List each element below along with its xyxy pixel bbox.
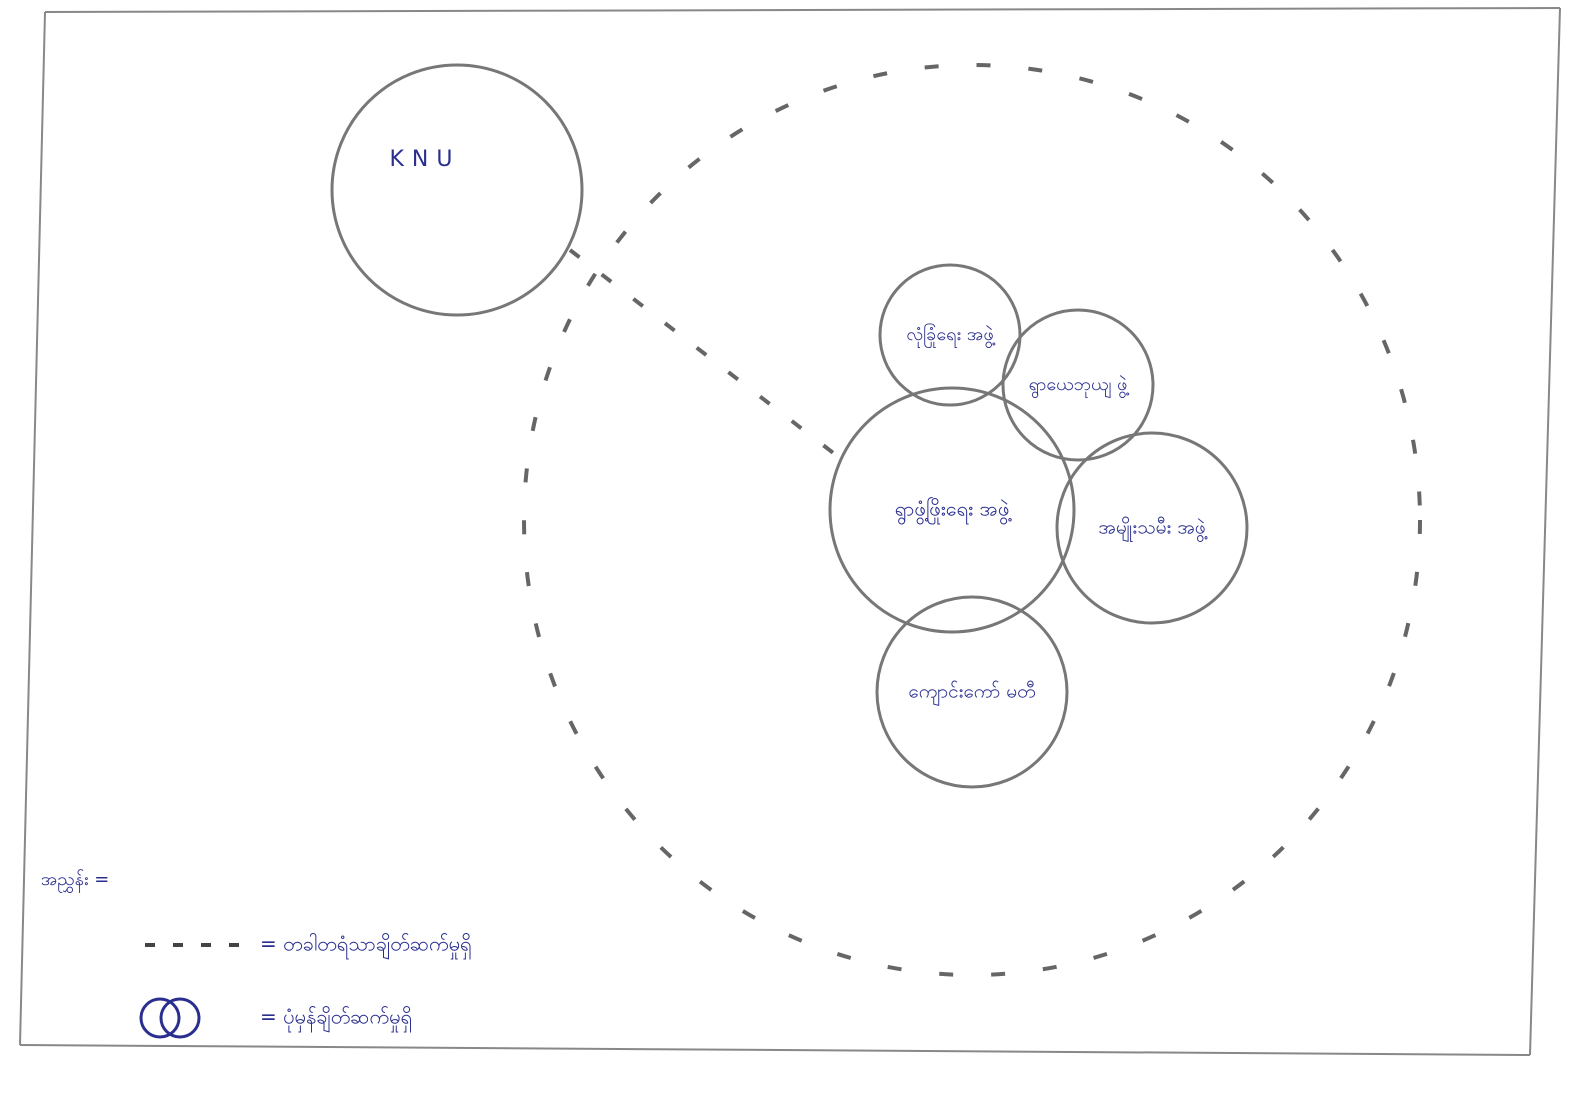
knu-circle [330,63,584,317]
legend-label: = ပုံမှန်ချိတ်ဆက်မှုရှိ [260,1005,412,1033]
border-top [44,7,1561,13]
node-label: ရွာယေဘုယျ ဖွဲ့ [1029,374,1129,398]
dashed-link [568,248,847,464]
border-left [19,11,46,1046]
node-label: လုံခြုံရေး အဖွဲ့ [906,323,995,348]
node-circle [878,263,1022,407]
border-right [1529,7,1561,1056]
node-circle [1055,431,1249,625]
node-circle [1001,308,1155,462]
node-circle [828,386,1076,634]
node-label: အမျိုးသမီး အဖွဲ့ [1098,516,1207,543]
legend-label: = တခါတရံသာချိတ်ဆက်မှုရှိ [260,932,472,960]
node-label: KNU [390,147,461,172]
legend-circle [159,997,201,1039]
legend-circle [139,997,181,1039]
node-circle [875,595,1069,789]
border-bottom [19,1044,1531,1056]
legend-title: အညွှန်း = [41,869,110,893]
outer-dashed-circle [522,63,1422,977]
node-label: ရွာဖွံ့ဖြိုးရေး အဖွဲ့ [895,497,1012,525]
node-label: ကျောင်းကော် မတီ [908,680,1035,707]
